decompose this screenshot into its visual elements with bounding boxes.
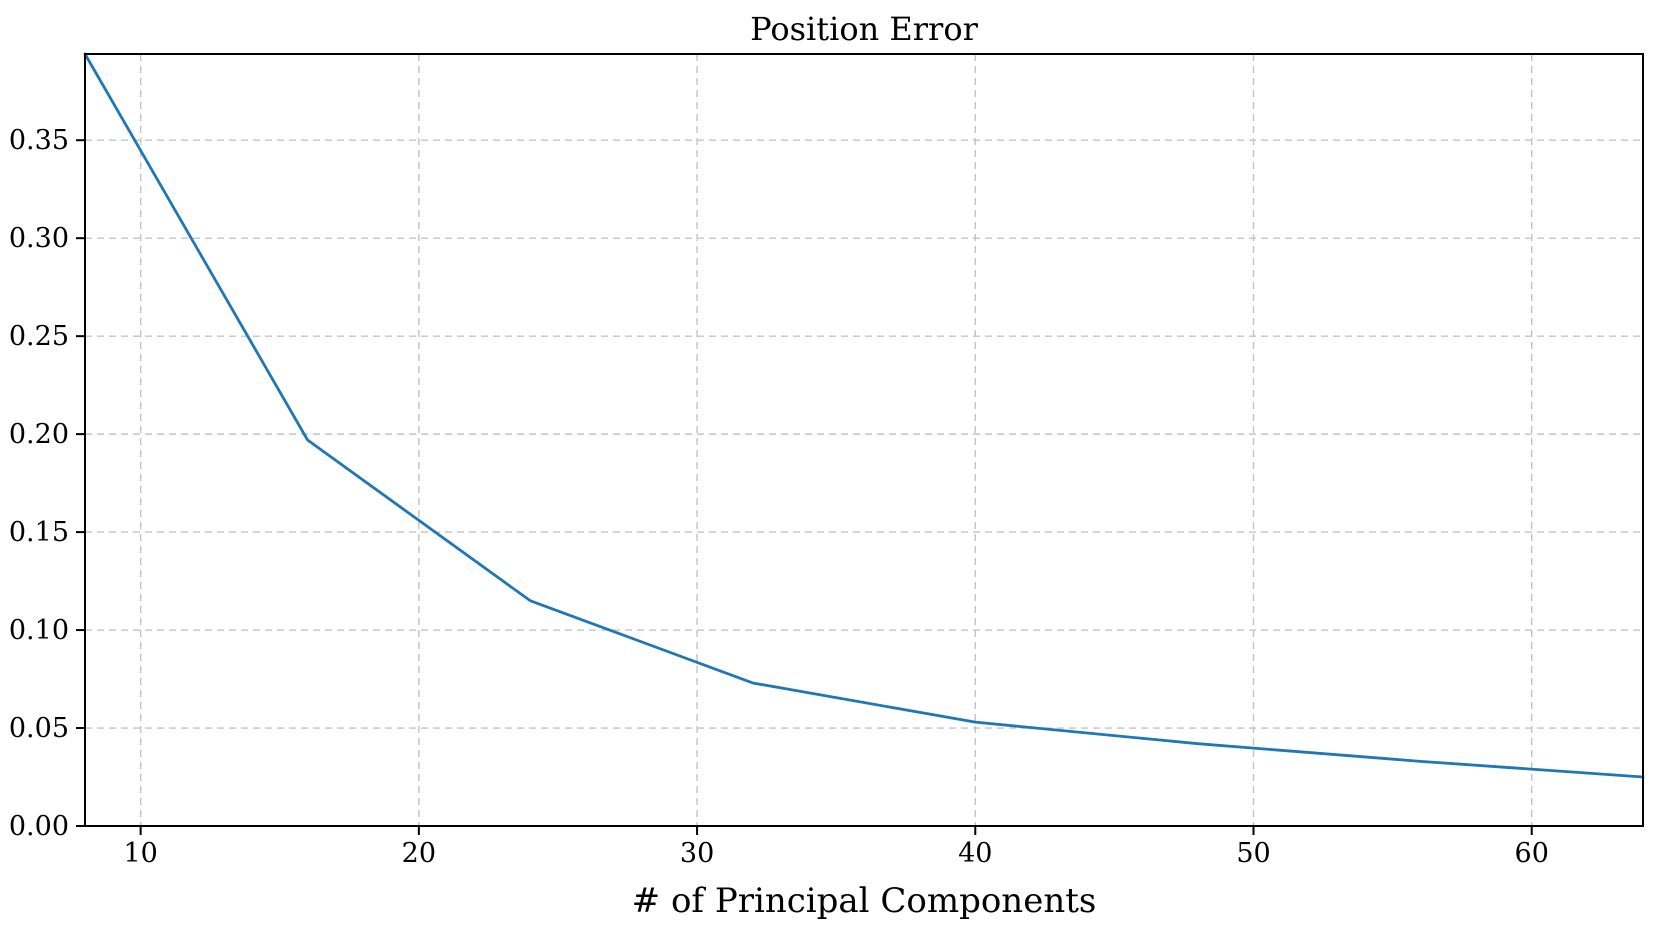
y-tick-label: 0.20 bbox=[9, 419, 69, 450]
y-tick-label: 0.30 bbox=[9, 223, 69, 254]
y-tick-label: 0.15 bbox=[9, 517, 69, 548]
x-tick-label: 50 bbox=[1236, 838, 1270, 869]
y-tick-label: 0.35 bbox=[9, 125, 69, 156]
chart-title: Position Error bbox=[750, 10, 979, 48]
x-tick-label: 20 bbox=[402, 838, 436, 869]
x-tick-label: 40 bbox=[958, 838, 992, 869]
x-tick-label: 30 bbox=[680, 838, 714, 869]
y-tick-label: 0.10 bbox=[9, 615, 69, 646]
x-tick-label: 10 bbox=[123, 838, 157, 869]
x-axis-label: # of Principal Components bbox=[632, 881, 1097, 921]
y-tick-label: 0.00 bbox=[9, 811, 69, 842]
series-line-position-error bbox=[83, 52, 1645, 779]
tick-layer: 10 20 30 40 50 60 0.00 0.05 0.10 0.15 0.20 0.25 0.30… bbox=[9, 125, 1549, 869]
y-tick-label: 0.05 bbox=[9, 713, 69, 744]
grid-layer bbox=[85, 54, 1643, 827]
y-tick-label: 0.25 bbox=[9, 321, 69, 352]
plot-border bbox=[84, 53, 1644, 827]
x-tick-label: 60 bbox=[1515, 838, 1549, 869]
series-layer bbox=[83, 52, 1645, 779]
